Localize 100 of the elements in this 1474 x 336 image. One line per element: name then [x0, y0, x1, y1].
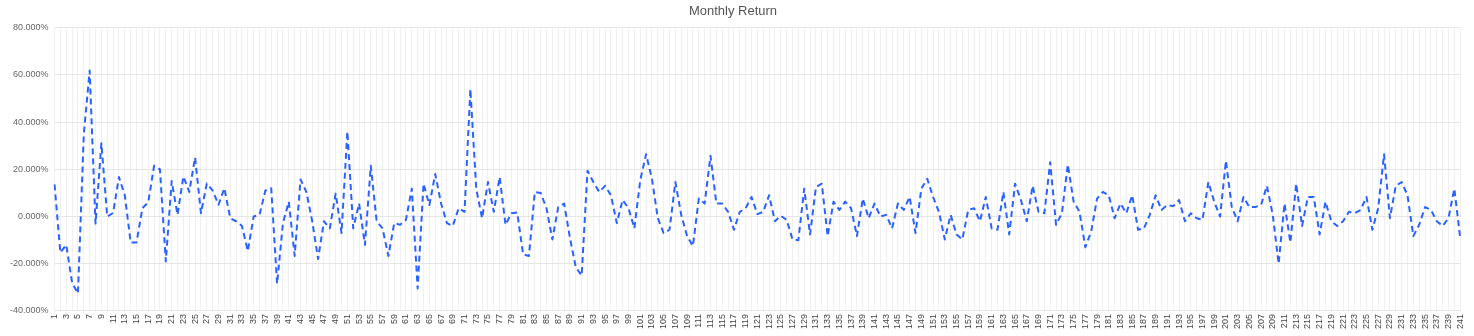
x-tick-label: 107 [669, 313, 680, 330]
x-tick-label: 59 [388, 313, 399, 324]
x-tick-label: 197 [1196, 313, 1207, 330]
x-tick-label: 101 [634, 313, 645, 330]
x-tick-label: 215 [1302, 313, 1313, 330]
x-tick-label: 93 [587, 313, 598, 324]
x-tick-label: 45 [306, 313, 317, 324]
x-tick-label: 69 [447, 313, 458, 324]
x-tick-label: 65 [423, 313, 434, 324]
x-tick-label: 33 [236, 313, 247, 324]
x-tick-label: 231 [1396, 313, 1407, 330]
x-tick-label: 155 [950, 313, 961, 330]
x-tick-label: 99 [622, 313, 633, 324]
x-tick-label: 165 [1009, 313, 1020, 330]
x-tick-label: 81 [517, 313, 528, 324]
x-tick-label: 15 [131, 313, 142, 324]
x-tick-label: 89 [564, 313, 575, 324]
x-tick-label: 153 [939, 313, 950, 330]
x-tick-label: 41 [283, 313, 294, 324]
x-tick-label: 27 [201, 313, 212, 324]
x-tick-label: 229 [1384, 313, 1395, 330]
y-tick-label: 20.000% [13, 163, 49, 174]
x-tick-label: 9 [95, 313, 106, 319]
x-tick-label: 185 [1126, 313, 1137, 330]
x-tick-label: 63 [412, 313, 423, 324]
x-tick-label: 1 [49, 313, 60, 319]
x-tick-label: 157 [962, 313, 973, 330]
x-tick-label: 47 [318, 313, 329, 324]
x-tick-label: 121 [751, 313, 762, 330]
x-tick-label: 39 [271, 313, 282, 324]
x-tick-label: 169 [1032, 313, 1043, 330]
x-tick-label: 137 [845, 313, 856, 330]
y-tick-label: 80.000% [13, 22, 49, 33]
x-tick-label: 7 [84, 313, 95, 319]
x-tick-label: 43 [295, 313, 305, 324]
x-tick-label: 223 [1349, 313, 1360, 330]
chart-title: Monthly Return [688, 3, 778, 19]
x-tick-label: 111 [693, 313, 704, 328]
x-tick-label: 95 [599, 313, 610, 324]
x-tick-label: 97 [611, 313, 622, 324]
x-tick-label: 79 [505, 313, 516, 324]
x-tick-label: 37 [259, 313, 270, 324]
x-tick-label: 87 [552, 313, 563, 324]
x-tick-label: 207 [1255, 313, 1266, 330]
x-tick-label: 173 [1056, 313, 1067, 330]
x-tick-label: 67 [435, 313, 446, 324]
y-tick-label: 40.000% [13, 116, 49, 127]
x-tick-label: 119 [740, 313, 751, 329]
x-tick-label: 91 [576, 313, 587, 324]
y-tick-label: 60.000% [13, 69, 49, 80]
x-tick-label: 17 [142, 313, 153, 324]
x-tick-label: 23 [177, 313, 188, 324]
x-tick-label: 219 [1325, 313, 1336, 330]
x-tick-label: 139 [857, 313, 868, 330]
x-tick-label: 199 [1208, 313, 1219, 330]
x-tick-label: 83 [529, 313, 540, 324]
x-tick-label: 205 [1243, 313, 1254, 330]
x-tick-label: 57 [377, 313, 387, 324]
x-tick-label: 19 [154, 313, 165, 324]
x-tick-label: 193 [1173, 313, 1184, 330]
x-tick-label: 5 [72, 313, 83, 319]
line-series [53, 69, 1462, 295]
x-tick-label: 181 [1103, 313, 1114, 330]
x-tick-label: 191 [1161, 313, 1172, 330]
x-tick-label: 211 [1278, 313, 1289, 329]
x-tick-label: 171 [1044, 313, 1055, 330]
x-tick-label: 53 [353, 313, 364, 324]
x-tick-label: 117 [728, 313, 739, 329]
x-tick-label: 3 [60, 313, 71, 319]
x-tick-label: 201 [1220, 313, 1231, 330]
x-tick-label: 179 [1091, 313, 1102, 330]
x-tick-label: 35 [248, 313, 259, 324]
x-tick-label: 163 [997, 313, 1008, 330]
x-tick-label: 151 [927, 313, 938, 330]
x-tick-label: 109 [681, 313, 692, 330]
x-tick-label: 125 [775, 313, 786, 330]
x-tick-label: 105 [658, 313, 669, 330]
x-tick-label: 177 [1079, 313, 1090, 330]
x-tick-label: 11 [107, 313, 118, 324]
x-tick-label: 145 [892, 313, 903, 330]
x-tick-label: 237 [1431, 313, 1442, 330]
x-tick-label: 51 [341, 313, 352, 324]
x-tick-label: 183 [1114, 313, 1125, 330]
x-tick-label: 123 [763, 313, 774, 330]
x-tick-label: 25 [189, 313, 200, 324]
x-tick-label: 241 [1454, 313, 1465, 330]
y-tick-label: -20.000% [10, 258, 49, 269]
x-tick-label: 49 [330, 313, 341, 324]
x-tick-label: 141 [868, 313, 879, 330]
x-tick-label: 131 [810, 313, 821, 330]
x-tick-label: 113 [704, 313, 715, 329]
x-tick-label: 13 [119, 313, 130, 324]
x-tick-label: 21 [166, 313, 177, 324]
x-tick-label: 175 [1068, 313, 1079, 330]
x-tick-label: 31 [224, 313, 235, 324]
x-tick-label: 147 [904, 313, 915, 330]
x-tick-label: 135 [833, 313, 844, 330]
x-tick-label: 225 [1360, 313, 1371, 330]
x-tick-label: 115 [716, 313, 727, 329]
x-tick-label: 61 [400, 313, 411, 324]
